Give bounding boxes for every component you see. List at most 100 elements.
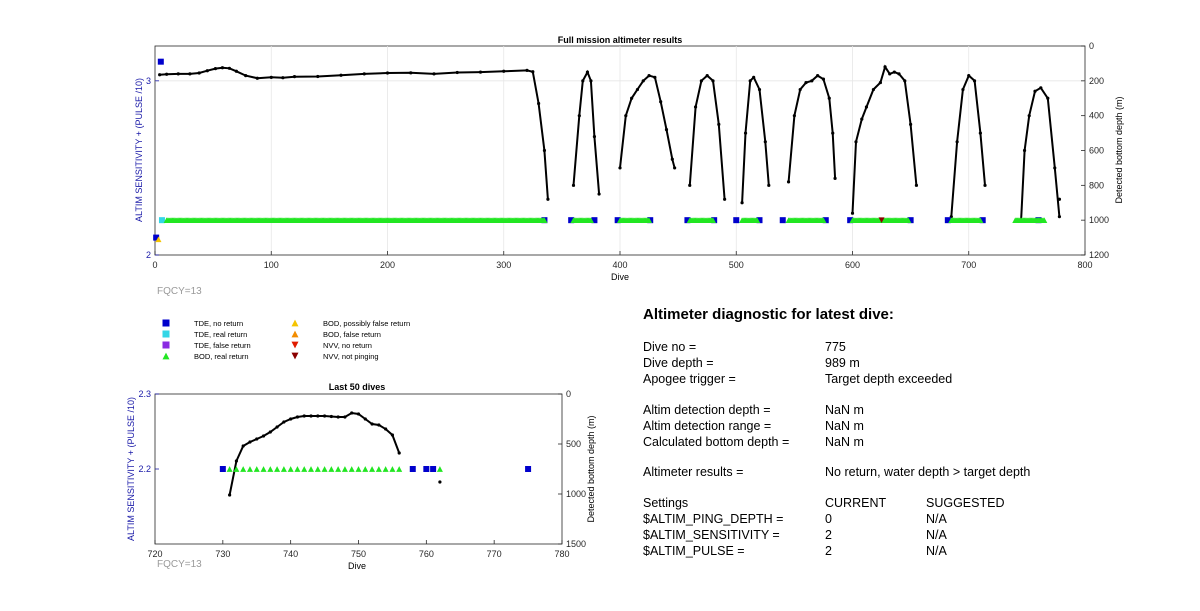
full-mission-markers bbox=[153, 58, 1048, 243]
depth-point bbox=[268, 430, 272, 434]
full-mission-chart: 0 100 200 300 400 500 600 700 800 2 3 0 200 400 600 800… bbox=[134, 35, 1124, 297]
depth-point bbox=[914, 183, 919, 187]
depth-point bbox=[827, 96, 831, 100]
depth-point bbox=[903, 79, 907, 83]
depth-point bbox=[767, 183, 771, 187]
depth-point bbox=[821, 77, 826, 81]
depth-point bbox=[1039, 86, 1043, 90]
last-50-xlabel: Dive bbox=[348, 561, 366, 571]
depth-point bbox=[748, 79, 752, 83]
full-mission-title: Full mission altimeter results bbox=[558, 35, 683, 45]
marker-bod-real-return bbox=[646, 217, 653, 224]
full-mission-axes: 0 100 200 300 400 500 600 700 800 2 3 0 200 400 600 800… bbox=[146, 41, 1109, 270]
marker-bod-real-return bbox=[301, 466, 308, 472]
row-label: Apogee trigger = bbox=[643, 372, 736, 386]
depth-point bbox=[244, 74, 248, 78]
depth-point bbox=[892, 70, 896, 74]
depth-point bbox=[282, 420, 286, 424]
depth-point bbox=[883, 65, 887, 69]
depth-point bbox=[955, 140, 959, 144]
x-tick-label: 300 bbox=[496, 260, 511, 270]
row-value: Target depth exceeded bbox=[825, 372, 953, 386]
depth-point bbox=[350, 411, 354, 415]
depth-point bbox=[188, 72, 192, 76]
depth-point bbox=[878, 80, 883, 85]
row-value: NaN m bbox=[825, 403, 864, 417]
last-50-markers bbox=[219, 466, 532, 472]
marker-bod-real-return bbox=[280, 466, 287, 472]
marker-tde-no-return bbox=[944, 217, 951, 224]
y2-tick-label: 200 bbox=[1089, 76, 1104, 86]
depth-point bbox=[577, 114, 581, 118]
depth-point bbox=[316, 74, 320, 79]
row-label: Dive no = bbox=[643, 340, 697, 354]
marker-bod-real-return bbox=[396, 466, 403, 472]
depth-point bbox=[329, 414, 333, 419]
depth-point bbox=[798, 87, 802, 92]
depth-point bbox=[390, 433, 395, 437]
depth-point bbox=[897, 72, 901, 76]
depth-point bbox=[688, 183, 692, 187]
marker-tde-no-return bbox=[907, 217, 914, 224]
setting-name: $ALTIM_SENSITIVITY = bbox=[643, 528, 780, 542]
depth-point bbox=[1033, 89, 1037, 93]
marker-bod-real-return bbox=[362, 466, 369, 472]
depth-point bbox=[220, 66, 225, 70]
depth-point bbox=[205, 69, 209, 73]
depth-point bbox=[635, 87, 640, 92]
depth-point bbox=[967, 74, 971, 78]
marker-bod-real-return bbox=[436, 466, 443, 472]
marker-bod-possibly-false-return bbox=[155, 236, 162, 243]
x-tick-label: 500 bbox=[729, 260, 744, 270]
depth-point bbox=[409, 71, 413, 75]
marker-bod-real-return bbox=[587, 217, 594, 224]
marker-bod-real-return bbox=[382, 466, 389, 472]
depth-point bbox=[723, 197, 727, 201]
last-50-title: Last 50 dives bbox=[329, 382, 386, 392]
y2-tick-label: 1000 bbox=[1089, 215, 1109, 225]
row-value: No return, water depth > target depth bbox=[825, 465, 1031, 479]
last-50-axes: 720 730 740 750 760 770 780 2.2 2.3 0 500 1000 1500 bbox=[138, 389, 586, 559]
depth-point bbox=[385, 71, 390, 75]
depth-point bbox=[804, 80, 808, 85]
depth-point bbox=[860, 117, 864, 121]
marker-tde-no-return bbox=[614, 217, 621, 224]
setting-suggested: N/A bbox=[926, 544, 947, 558]
y2-tick-label: 1000 bbox=[566, 489, 586, 499]
depth-point bbox=[455, 70, 459, 75]
depth-point bbox=[581, 79, 585, 83]
row-value: NaN m bbox=[825, 435, 864, 449]
depth-point bbox=[1053, 166, 1057, 170]
depth-point bbox=[531, 70, 535, 74]
depth-point bbox=[537, 101, 541, 106]
legend-tde-false-return-label: TDE, false return bbox=[194, 341, 251, 350]
depth-point bbox=[165, 72, 169, 76]
marker-tde-no-return bbox=[756, 217, 763, 224]
x-tick-label: 720 bbox=[147, 549, 162, 559]
depth-point bbox=[810, 79, 814, 83]
legend-tde-no-return-marker bbox=[162, 319, 170, 327]
depth-point bbox=[972, 79, 977, 83]
last-50-depth-line bbox=[228, 411, 442, 497]
y2-tick-label: 1200 bbox=[1089, 250, 1109, 260]
x-tick-label: 770 bbox=[487, 549, 502, 559]
row-label: Altim detection depth = bbox=[643, 403, 771, 417]
depth-point bbox=[432, 72, 436, 76]
depth-point bbox=[1057, 215, 1062, 219]
marker-bod-real-return bbox=[541, 217, 548, 224]
marker-bod-real-return bbox=[321, 466, 328, 472]
legend-nvv-no-return-marker bbox=[291, 341, 299, 349]
full-mission-y2label: Detected bottom depth (m) bbox=[1114, 96, 1124, 203]
marker-bod-real-return bbox=[274, 466, 281, 472]
marker-bod-real-return bbox=[820, 217, 827, 224]
depth-point bbox=[740, 201, 744, 205]
depth-point bbox=[362, 72, 366, 76]
marker-bod-real-return bbox=[246, 466, 253, 472]
depth-point bbox=[542, 148, 547, 153]
setting-current: 2 bbox=[825, 544, 832, 558]
depth-point bbox=[292, 75, 297, 79]
depth-point bbox=[255, 437, 259, 441]
depth-point bbox=[227, 66, 231, 70]
depth-point bbox=[641, 79, 645, 83]
